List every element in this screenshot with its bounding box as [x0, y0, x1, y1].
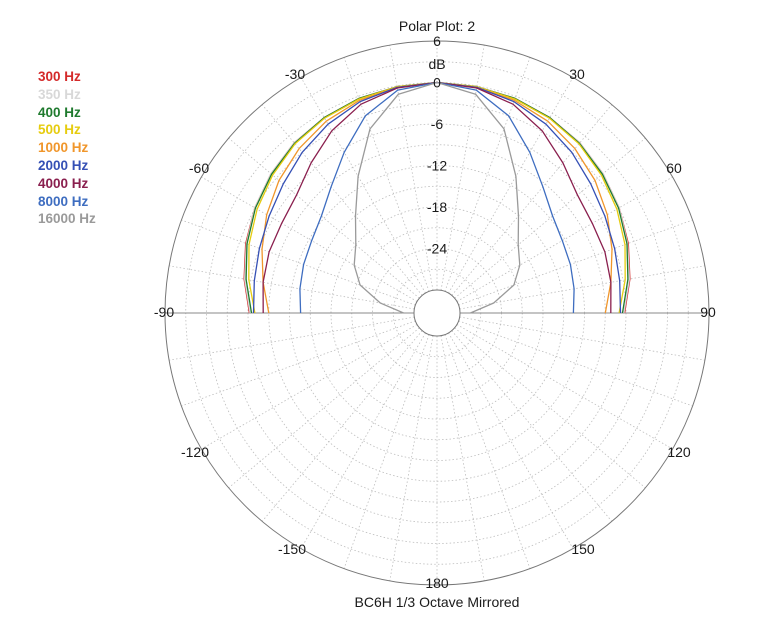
angle-tick-label: 120 [667, 444, 691, 460]
radial-tick-label: -6 [431, 116, 444, 132]
angle-tick-label: -60 [189, 160, 209, 176]
grid-spoke [201, 176, 418, 302]
grid-spoke [448, 77, 574, 294]
legend-entry: 4000 Hz [38, 175, 89, 191]
angle-tick-label: 60 [666, 160, 682, 176]
radial-tick-label: 0 [433, 75, 441, 91]
grid-spoke [454, 137, 646, 299]
radial-tick-label: 6 [433, 33, 441, 49]
grid-spoke [454, 327, 646, 489]
angle-tick-label: 150 [571, 541, 595, 557]
radial-tick-label: -24 [427, 241, 447, 257]
grid-spoke [444, 57, 531, 292]
series-line-16000-hz [353, 81, 521, 314]
grid-spoke [389, 335, 434, 581]
radial-tick-label: -12 [427, 158, 447, 174]
grid-spoke [458, 320, 693, 407]
grid-spoke [440, 335, 485, 581]
grid-spoke [169, 316, 415, 361]
inner-ring [413, 289, 461, 337]
grid-spoke [456, 176, 673, 302]
grid-spoke [181, 219, 416, 306]
grid-spoke [444, 334, 531, 569]
grid-spoke [261, 104, 423, 296]
grid-spoke [343, 57, 430, 292]
legend: 300 Hz 350 Hz 400 Hz 500 Hz 1000 Hz 2000 Hz 40… [38, 68, 96, 228]
grid-spoke [343, 334, 430, 569]
radial-tick-label: -18 [427, 199, 447, 215]
outer-ring [164, 40, 710, 586]
radial-unit-label: dB [428, 56, 445, 72]
legend-entry: 350 Hz [38, 86, 81, 102]
legend-entry: 1000 Hz [38, 140, 89, 156]
grid-spoke [201, 324, 418, 450]
angle-tick-label: 30 [569, 66, 585, 82]
grid-spoke [459, 265, 705, 310]
grid-spoke [458, 219, 693, 306]
legend-entry: 16000 Hz [38, 211, 96, 227]
grid-spoke [228, 137, 420, 299]
legend-entry: 8000 Hz [38, 193, 89, 209]
angle-tick-label: 90 [700, 304, 716, 320]
legend-entry: 500 Hz [38, 122, 81, 138]
grid-spoke [300, 332, 426, 549]
chart-footer: BC6H 1/3 Octave Mirrored [355, 594, 520, 610]
grid-spoke [459, 316, 705, 361]
grid-spoke [169, 265, 415, 310]
grid-spoke [389, 45, 434, 291]
grid-spoke [451, 330, 613, 522]
grid-spoke [261, 330, 423, 522]
legend-entry: 300 Hz [38, 69, 81, 84]
grid-spoke [451, 104, 613, 296]
grid-spoke [228, 327, 420, 489]
grid-spoke [448, 332, 574, 549]
chart-title: Polar Plot: 2 [399, 18, 475, 34]
angle-tick-label: -150 [278, 541, 306, 557]
grid-spoke [181, 320, 416, 407]
grid-spoke [456, 324, 673, 450]
grid-spoke [300, 77, 426, 294]
angle-tick-label: 180 [425, 575, 449, 591]
angle-tick-label: -30 [285, 66, 305, 82]
grid-spoke [440, 45, 485, 291]
legend-entry: 2000 Hz [38, 157, 89, 173]
angle-tick-label: -120 [181, 444, 209, 460]
legend-entry: 400 Hz [38, 104, 81, 120]
angle-tick-label: -90 [154, 304, 174, 320]
